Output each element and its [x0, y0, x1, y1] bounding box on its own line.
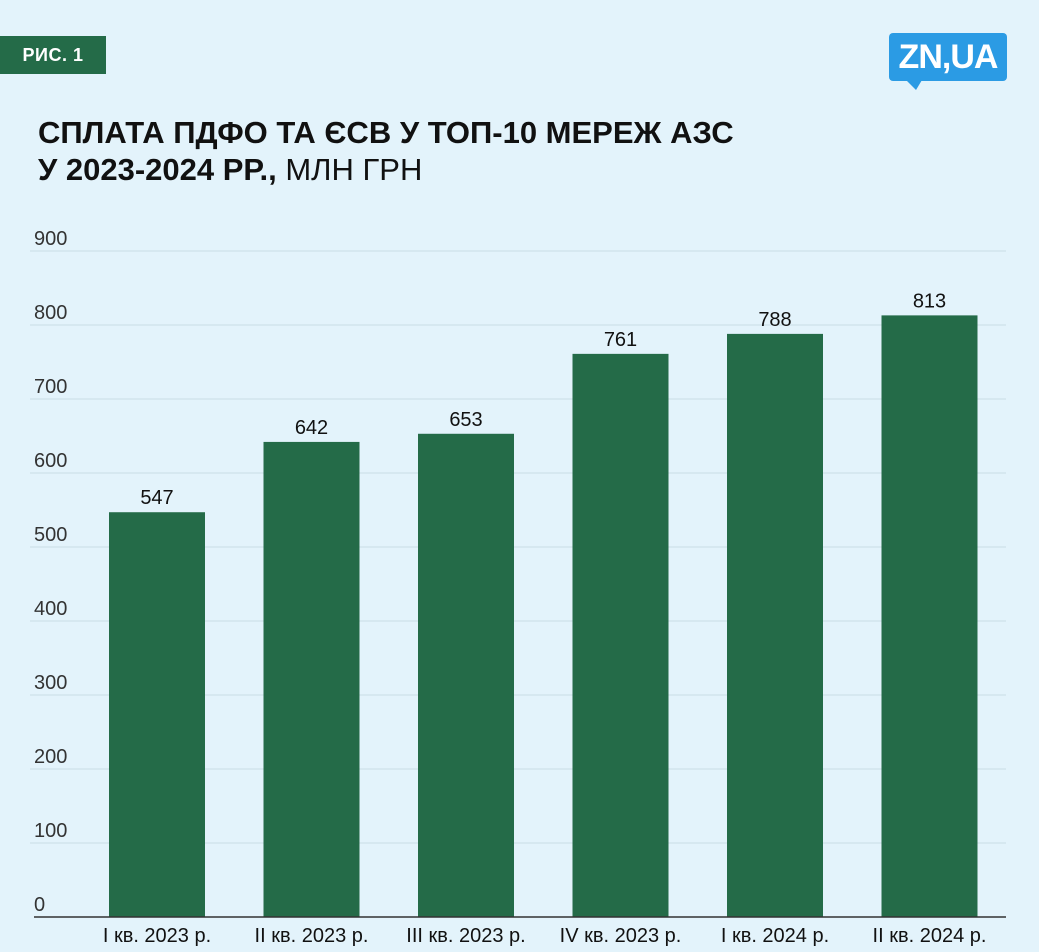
y-tick-label: 100	[34, 820, 67, 842]
y-tick-label: 800	[34, 302, 67, 324]
bar	[727, 333, 823, 917]
x-tick-label: I кв. 2024 р.	[721, 925, 829, 947]
data-label: 547	[140, 487, 173, 509]
x-tick-label: IV кв. 2023 р.	[560, 925, 682, 947]
zn-ua-logo: ZN,UA	[889, 33, 1007, 81]
data-label: 813	[913, 290, 946, 312]
y-tick-label: 300	[34, 672, 67, 694]
x-tick-label: I кв. 2023 р.	[103, 925, 211, 947]
y-tick-label: 0	[34, 894, 45, 916]
bar	[418, 433, 514, 917]
y-tick-label: 900	[34, 228, 67, 250]
chart-title: СПЛАТА ПДФО ТА ЄСВ У ТОП-10 МЕРЕЖ АЗС У …	[38, 114, 998, 188]
bar	[572, 353, 669, 917]
title-line-2: У 2023-2024 РР.,	[38, 152, 277, 187]
data-label: 788	[758, 309, 791, 331]
y-tick-label: 200	[34, 746, 67, 768]
data-label: 642	[295, 417, 328, 439]
logo-speech-tail-icon	[906, 80, 922, 90]
y-tick-label: 400	[34, 598, 67, 620]
bar	[109, 512, 205, 917]
bar	[263, 441, 360, 917]
x-tick-label: III кв. 2023 р.	[406, 925, 525, 947]
bars	[109, 315, 978, 917]
labels: 0 100 200 300 400 500 600 700 800 900 547 I кв. 202…	[34, 228, 986, 947]
figure-badge: РИС. 1	[0, 36, 106, 74]
data-label: 761	[604, 329, 637, 351]
data-label: 653	[449, 409, 482, 431]
x-tick-label: II кв. 2024 р.	[873, 925, 987, 947]
title-unit: МЛН ГРН	[276, 152, 423, 187]
y-tick-label: 700	[34, 376, 67, 398]
bar	[881, 315, 978, 917]
title-line-1: СПЛАТА ПДФО ТА ЄСВ У ТОП-10 МЕРЕЖ АЗС	[38, 115, 734, 150]
x-tick-label: II кв. 2023 р.	[255, 925, 369, 947]
y-tick-label: 500	[34, 524, 67, 546]
y-tick-label: 600	[34, 450, 67, 472]
